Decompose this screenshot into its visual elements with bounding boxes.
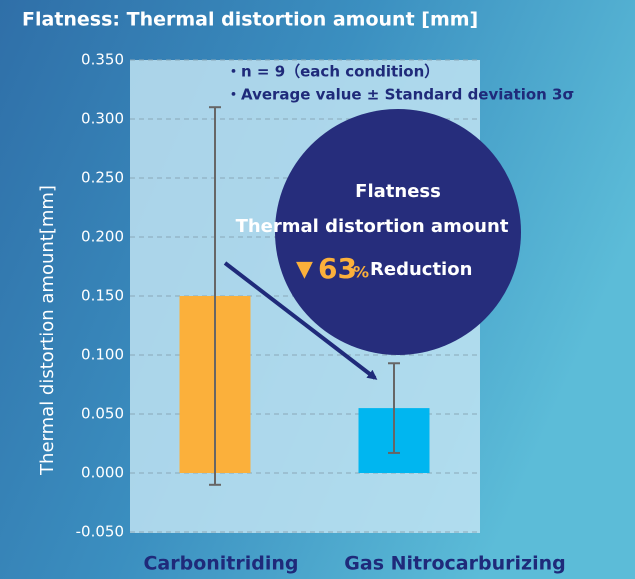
badge-symbol: ▼ [296, 257, 313, 282]
badge-unit: % [353, 263, 369, 282]
note: ・n = 9（each condition） [226, 63, 439, 81]
badge-line1: Flatness [355, 181, 441, 202]
x-tick-label: Carbonitriding [143, 553, 298, 575]
y-tick-label: 0.300 [81, 110, 124, 128]
y-tick-label: 0.350 [81, 51, 124, 69]
marks: -0.050 0.000 0.050 0.100 0.150 0.200 0.250 0.30… [76, 51, 480, 541]
y-axis-label: Thermal distortion amount[mm] [37, 185, 58, 476]
chart-title: Flatness: Thermal distortion amount [mm] [22, 9, 478, 31]
badge-circle [275, 109, 521, 355]
badge-percent: 63 [318, 252, 357, 285]
y-tick-label: 0.200 [81, 228, 124, 246]
x-tick-label: Gas Nitrocarburizing [344, 553, 565, 575]
y-tick-label: 0.000 [81, 464, 124, 482]
y-tick-label: 0.150 [81, 287, 124, 305]
y-tick-label: 0.100 [81, 346, 124, 364]
arrow [223, 261, 378, 380]
y-tick-label: 0.250 [81, 169, 124, 187]
note: ・Average value ± Standard deviation 3σ [226, 86, 574, 104]
badge-line2: Thermal distortion amount [236, 216, 509, 237]
badge-label: Reduction [370, 259, 472, 280]
y-tick-label: 0.050 [81, 405, 124, 423]
y-tick-label: -0.050 [76, 523, 124, 541]
